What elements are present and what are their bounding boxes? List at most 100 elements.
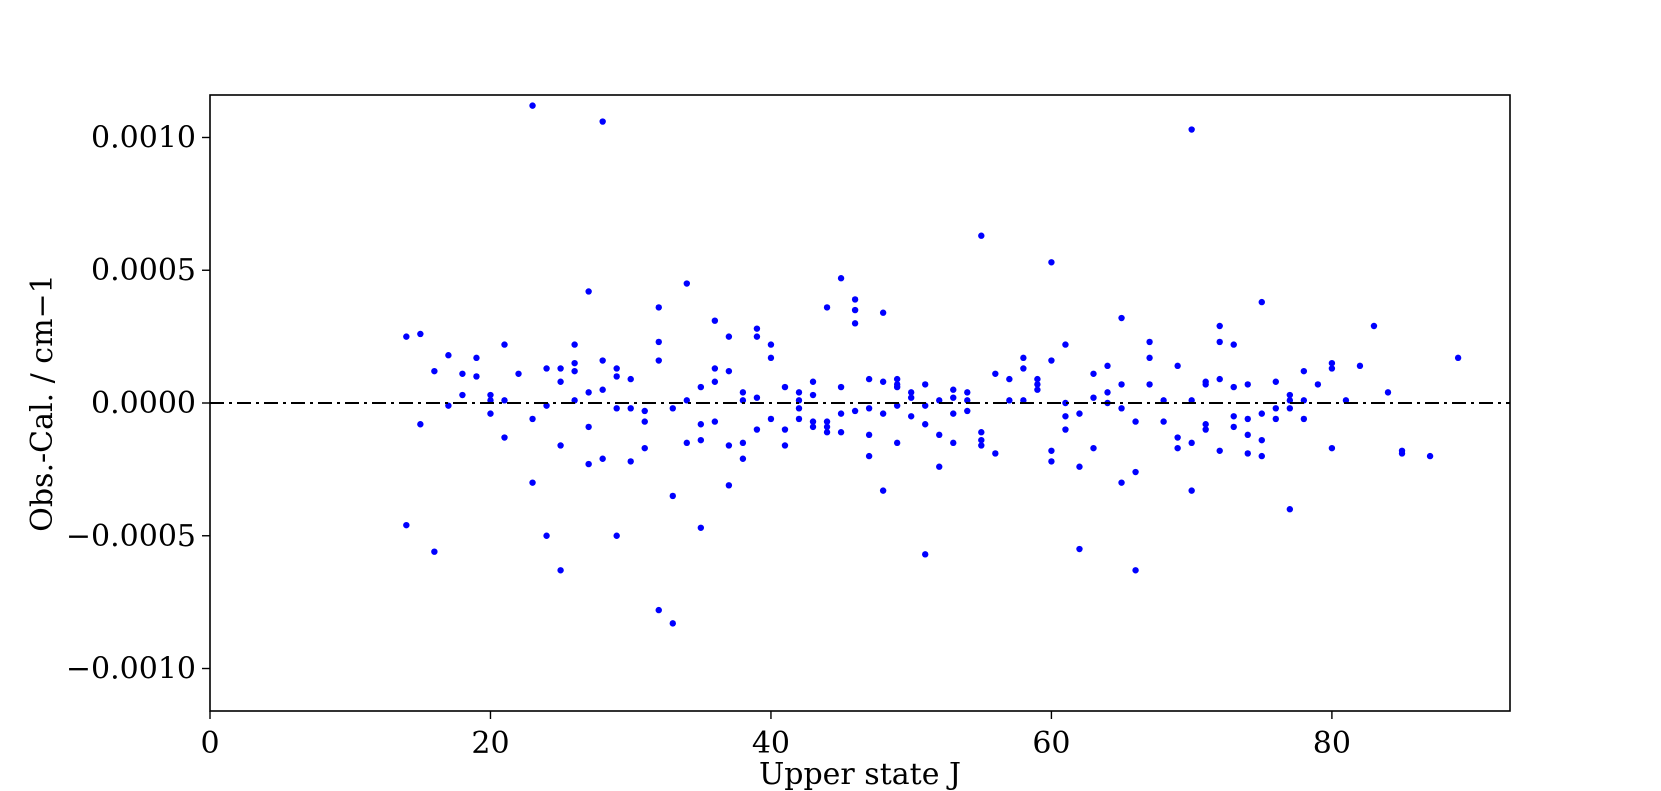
data-point	[585, 389, 592, 396]
data-point	[795, 389, 803, 396]
data-point	[557, 378, 564, 385]
data-point	[725, 333, 733, 340]
data-point	[641, 444, 648, 452]
data-point	[1174, 362, 1181, 370]
data-point	[837, 429, 845, 436]
data-point	[781, 426, 789, 433]
data-point	[753, 426, 761, 433]
x-tick-label: 0	[200, 726, 219, 761]
data-point	[1048, 458, 1055, 465]
data-point	[711, 317, 719, 324]
data-point	[1034, 386, 1041, 393]
data-point	[655, 357, 662, 364]
data-point	[767, 354, 775, 362]
data-point	[501, 341, 508, 348]
data-point	[473, 354, 480, 362]
data-point	[543, 532, 550, 539]
y-tick-label: −0.0010	[66, 652, 196, 687]
data-point	[1062, 399, 1069, 407]
data-point	[753, 325, 761, 332]
data-point	[1272, 405, 1280, 412]
data-point	[1328, 359, 1336, 367]
data-point	[1034, 381, 1041, 388]
data-point	[585, 423, 592, 431]
data-point	[1454, 354, 1462, 362]
data-point	[599, 357, 606, 364]
data-point	[613, 532, 620, 539]
data-point	[529, 479, 536, 486]
data-point	[571, 397, 578, 404]
x-axis-ticks: 0 20 40 60 80	[200, 711, 1351, 761]
data-point	[683, 397, 691, 404]
data-point	[879, 487, 887, 494]
x-axis-label: Upper state J	[759, 757, 961, 791]
data-point	[1174, 434, 1181, 441]
data-point	[585, 460, 592, 468]
data-point	[1328, 444, 1336, 452]
data-point	[585, 288, 592, 295]
data-point	[1370, 322, 1378, 330]
data-point	[1090, 370, 1097, 377]
data-point	[1048, 259, 1055, 266]
data-point	[1048, 357, 1055, 364]
data-point	[431, 548, 438, 555]
data-point	[543, 365, 550, 372]
data-point	[893, 439, 901, 447]
data-point	[1188, 439, 1195, 447]
data-point	[851, 407, 859, 415]
data-point	[487, 410, 494, 417]
data-point	[627, 458, 634, 465]
data-point	[950, 410, 957, 417]
data-point	[1104, 362, 1111, 370]
data-point	[1146, 381, 1153, 388]
data-point	[992, 370, 999, 377]
data-point	[964, 389, 971, 396]
data-point	[641, 407, 648, 415]
data-point	[865, 375, 873, 383]
data-point	[1258, 410, 1265, 417]
data-point	[950, 386, 957, 393]
data-point	[1258, 436, 1265, 444]
data-point	[893, 383, 901, 391]
data-point	[1006, 397, 1013, 404]
data-point	[1300, 367, 1308, 375]
data-point	[865, 405, 873, 412]
data-point	[837, 383, 845, 391]
data-point	[501, 397, 508, 404]
data-point	[459, 391, 466, 399]
data-point	[879, 410, 887, 417]
data-point	[1118, 479, 1125, 486]
data-point	[571, 341, 578, 348]
data-point	[978, 429, 985, 436]
data-point	[487, 391, 494, 399]
data-point	[1034, 375, 1041, 383]
data-point	[922, 421, 929, 428]
data-point	[725, 367, 733, 375]
data-point	[557, 365, 564, 372]
data-point	[473, 373, 480, 380]
data-point	[1230, 383, 1237, 391]
data-point	[907, 389, 915, 396]
data-point	[1188, 397, 1195, 404]
data-point	[1020, 365, 1027, 372]
data-point	[1230, 341, 1237, 348]
data-point	[725, 442, 733, 449]
data-point	[739, 397, 747, 404]
data-point	[781, 442, 789, 449]
data-point	[417, 421, 424, 428]
data-point	[865, 452, 873, 460]
data-point	[683, 439, 691, 447]
data-point	[1202, 421, 1209, 428]
data-point	[1230, 413, 1237, 420]
data-point	[964, 397, 971, 404]
data-point	[557, 567, 564, 574]
data-point	[1216, 447, 1223, 454]
data-point	[515, 370, 522, 377]
data-point	[992, 450, 999, 457]
data-point	[1006, 375, 1013, 383]
data-point	[1314, 381, 1322, 388]
data-point	[697, 436, 705, 444]
data-point	[445, 402, 452, 409]
data-point	[501, 434, 508, 441]
data-point	[1090, 394, 1097, 401]
